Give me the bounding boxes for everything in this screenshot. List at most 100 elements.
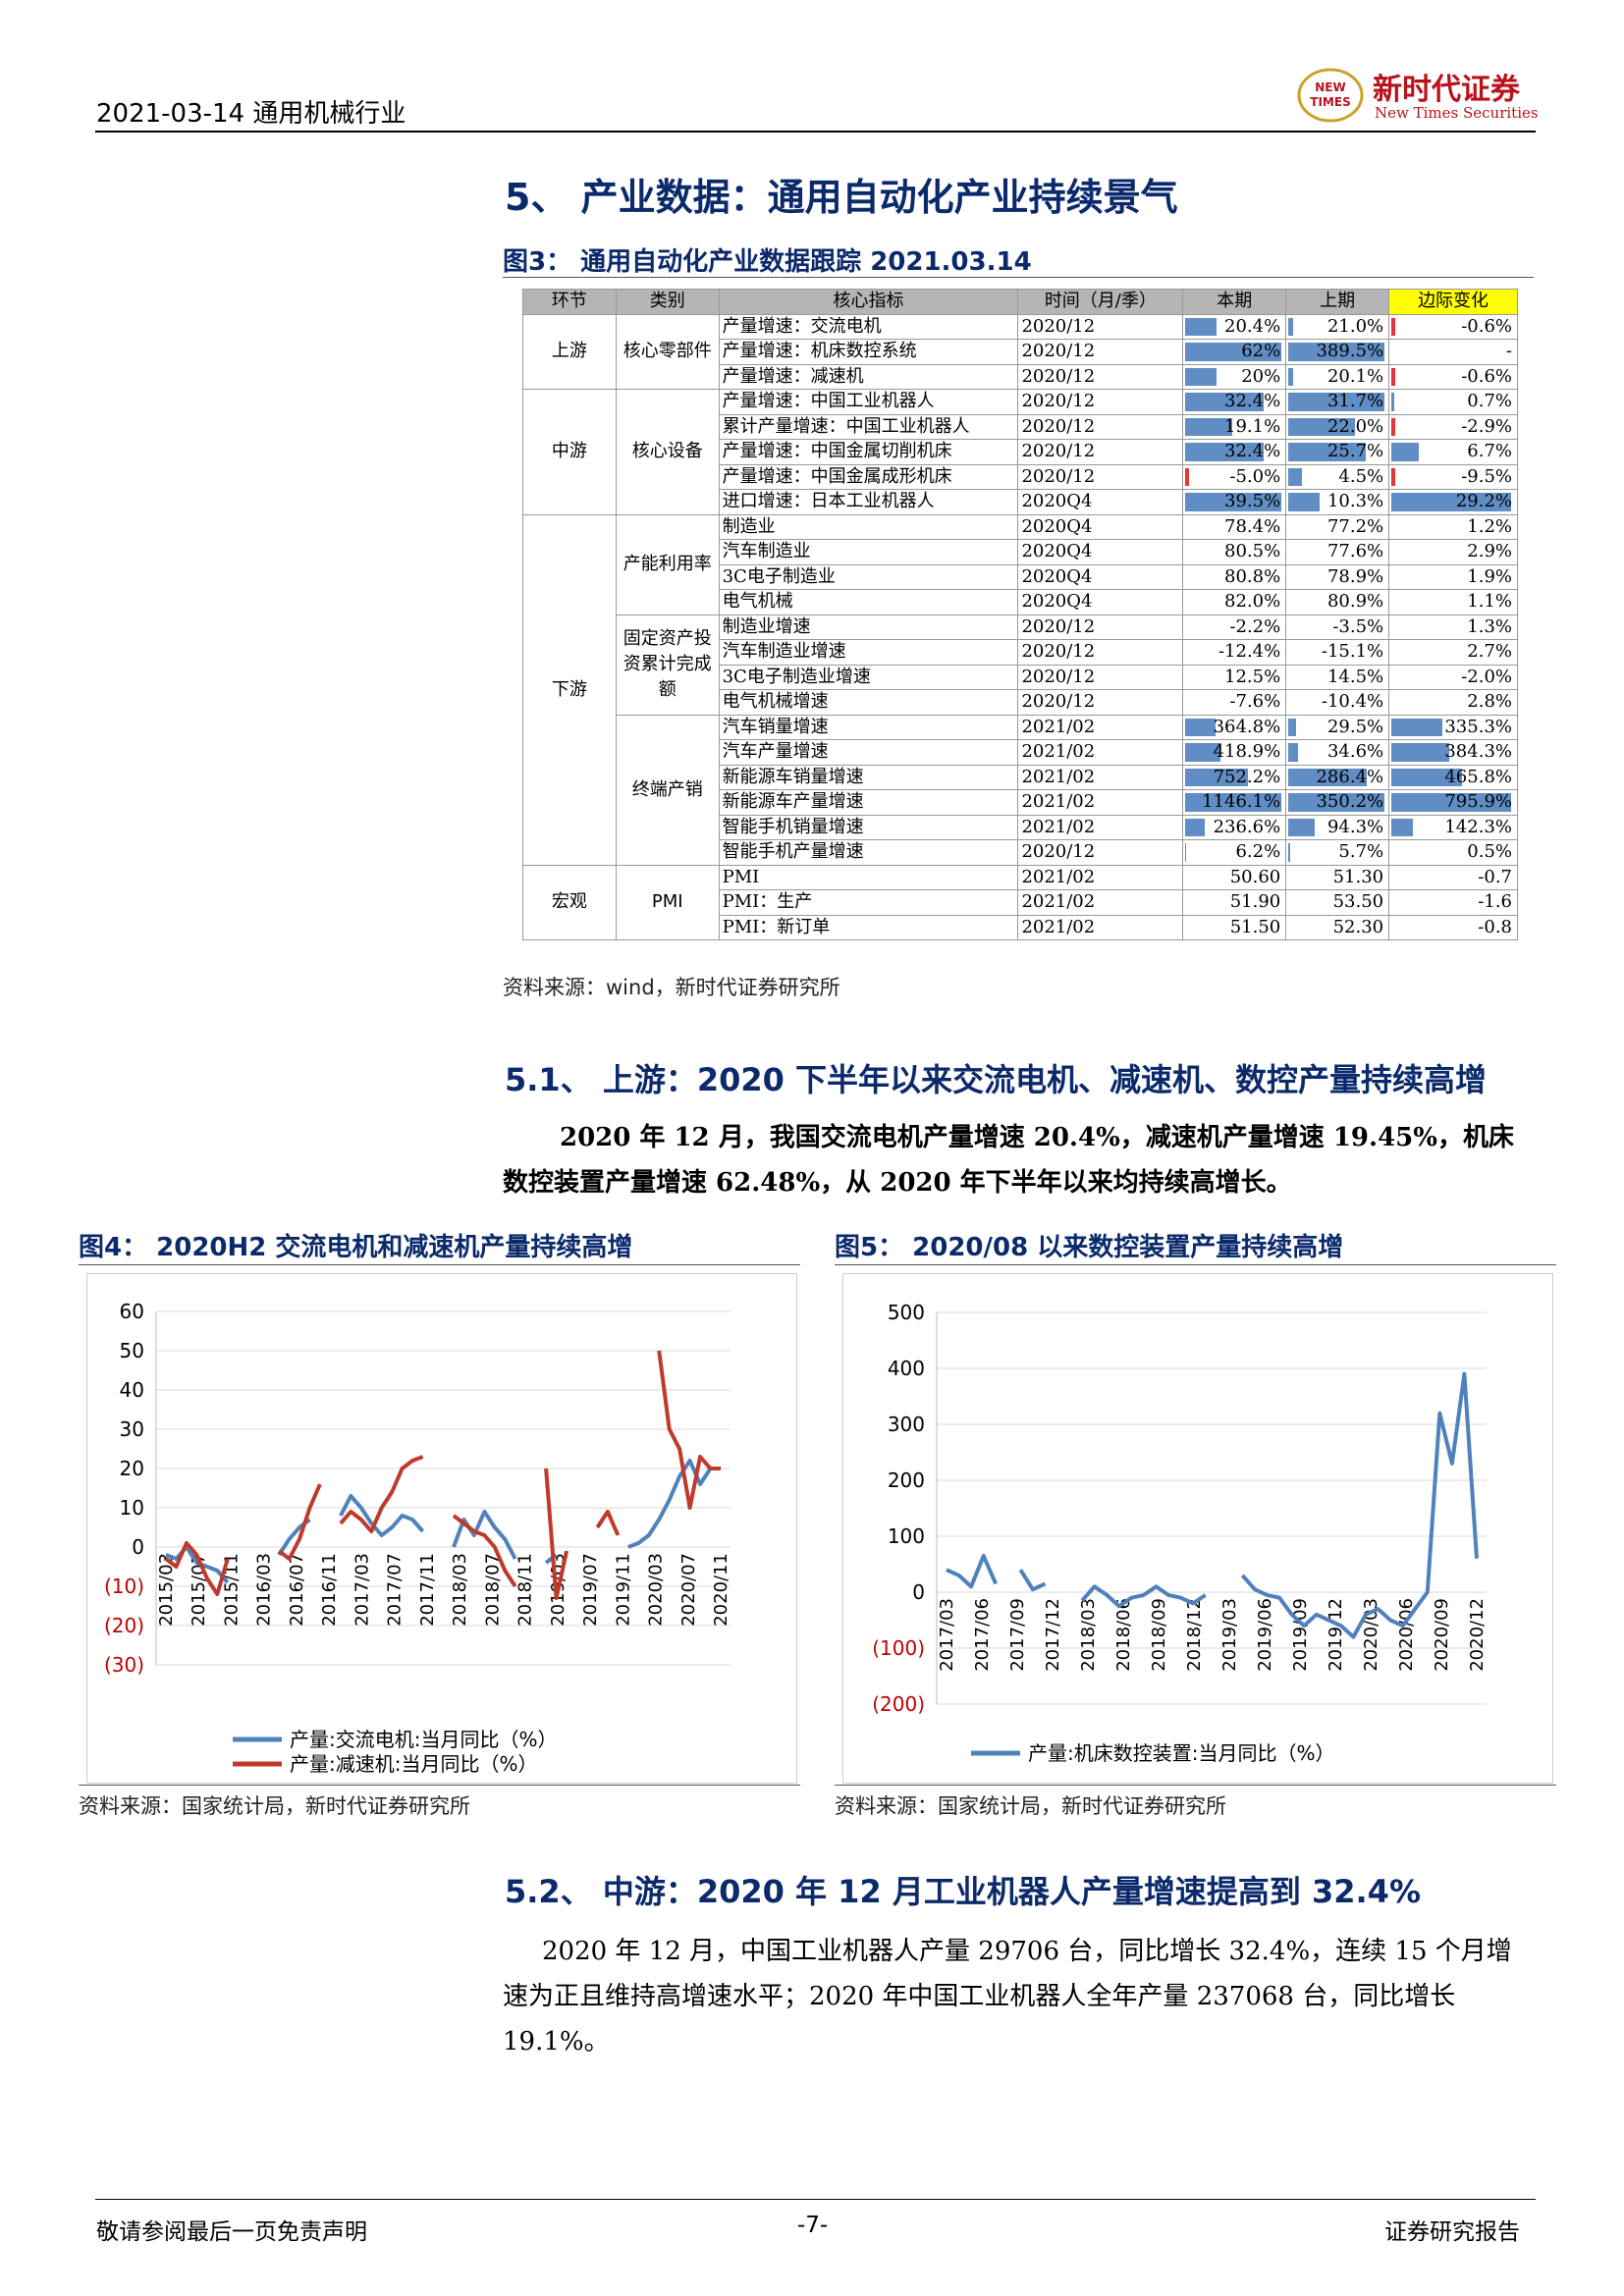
data-bar — [1288, 793, 1384, 812]
cell-change: 384.3% — [1388, 739, 1518, 766]
x-tick-label: 2016/11 — [319, 1553, 340, 1627]
cell-indicator: 汽车产量增速 — [718, 739, 1019, 766]
cell-value: 25.7% — [1326, 441, 1384, 462]
logo-cn: 新时代证券 — [1373, 73, 1520, 107]
cell-value: 51.50 — [1229, 916, 1281, 937]
fig5-chart-frame: 500 400 300 200 100 0 (100) (200) 2017/03 2017/06… — [842, 1273, 1553, 1784]
y-tick-label: (30) — [104, 1653, 144, 1677]
cell-change: -0.6% — [1388, 313, 1518, 340]
cell-value: 6.7% — [1467, 441, 1512, 462]
cell-value: 795.9% — [1444, 791, 1512, 813]
cell-time: 2021/02 — [1017, 714, 1184, 740]
fig3-rule — [503, 277, 1534, 278]
cell-previous: -3.5% — [1285, 614, 1390, 640]
cell-value: 21.0% — [1326, 315, 1384, 337]
cell-previous: 31.7% — [1285, 389, 1390, 415]
cell-value: 32.4% — [1224, 391, 1281, 412]
cell-change: 2.9% — [1388, 539, 1518, 565]
series-line — [595, 1510, 621, 1536]
cell-current: 32.4% — [1182, 389, 1287, 415]
section-52-title: 5.2、 中游：2020 年 12 月工业机器人产量增速提高到 32.4% — [505, 1873, 1422, 1910]
data-bar — [1185, 793, 1281, 812]
footer-page-number: -7- — [797, 2213, 829, 2238]
cell-change: -0.6% — [1388, 363, 1518, 390]
cell-indicator: 产量增速：机床数控系统 — [718, 339, 1019, 365]
fig4-rule — [79, 1264, 800, 1265]
cell-value: -3.5% — [1332, 615, 1384, 637]
data-bar — [1391, 443, 1420, 461]
series-line — [657, 1350, 721, 1510]
cell-change: 0.5% — [1388, 839, 1518, 866]
data-bar — [1391, 417, 1396, 436]
section-5-title: 5、 产业数据：通用自动化产业持续景气 — [505, 176, 1178, 219]
section-51-title: 5.1、 上游：2020 下半年以来交流电机、减速机、数控产量持续高增 — [505, 1061, 1488, 1098]
cell-value: 12.5% — [1224, 666, 1281, 687]
cell-previous: 286.4% — [1285, 764, 1390, 790]
cell-change: 6.7% — [1388, 439, 1518, 465]
cell-indicator: 智能手机产量增速 — [718, 839, 1019, 866]
cell-category: 产能利用率 — [615, 513, 720, 615]
table-row: 电气机械 2020Q4 82.0% 80.9% 1.1% — [523, 589, 1518, 615]
cell-value: -0.6% — [1461, 315, 1512, 337]
cell-value: 2.9% — [1467, 541, 1512, 562]
data-bar — [1288, 743, 1298, 762]
table-row: PMI：生产 2021/02 51.90 53.50 -1.6 — [523, 889, 1518, 916]
cell-indicator: 汽车制造业增速 — [718, 639, 1019, 666]
x-tick-label: 2018/07 — [482, 1553, 503, 1627]
cell-change: 1.9% — [1388, 563, 1518, 590]
data-bar — [1288, 818, 1315, 836]
cell-previous: 350.2% — [1285, 789, 1390, 816]
header-date-title: 2021-03-14 通用机械行业 — [96, 99, 406, 129]
cell-segment: 宏观 — [522, 864, 617, 940]
data-bar — [1185, 467, 1190, 486]
cell-time: 2020/12 — [1017, 363, 1184, 390]
cell-previous: 21.0% — [1285, 313, 1390, 340]
cell-indicator: 智能手机销量增速 — [718, 814, 1019, 840]
footer-disclaimer: 敬请参阅最后一页免责声明 — [96, 2219, 367, 2245]
cell-previous: 389.5% — [1285, 339, 1390, 365]
x-tick-label: 2020/12 — [1467, 1598, 1488, 1672]
table-row: 新能源车产量增速 2021/02 1146.1% 350.2% 795.9% — [523, 789, 1518, 816]
cell-time: 2021/02 — [1017, 789, 1184, 816]
cell-value: -10.4% — [1321, 691, 1384, 713]
cell-previous: 52.30 — [1285, 914, 1390, 940]
cell-indicator: PMI：生产 — [718, 889, 1019, 916]
data-bar — [1391, 393, 1395, 411]
table-row: 宏观 PMI PMI 2021/02 50.60 51.30 -0.7 — [522, 864, 1518, 940]
cell-indicator: 产量增速：中国金属成形机床 — [718, 463, 1019, 490]
cell-indicator: 制造业增速 — [718, 614, 1019, 640]
cell-time: 2020Q4 — [1017, 589, 1184, 615]
cell-current: 19.1% — [1182, 413, 1287, 440]
y-tick-label: (20) — [104, 1614, 144, 1637]
cell-change: -2.0% — [1388, 664, 1518, 690]
cell-indicator: 3C电子制造业增速 — [718, 664, 1019, 690]
legend-label: 产量:减速机:当月同比（%） — [290, 1752, 537, 1776]
y-tick-label: 40 — [120, 1378, 144, 1402]
x-tick-label: 2020/09 — [1432, 1598, 1452, 1672]
cell-current: 51.90 — [1182, 889, 1287, 916]
y-tick-label: 0 — [132, 1535, 144, 1559]
data-bar — [1185, 417, 1232, 436]
cell-time: 2021/02 — [1017, 814, 1184, 840]
cell-indicator: 3C电子制造业 — [718, 563, 1019, 590]
x-tick-label: 2018/06 — [1113, 1598, 1134, 1672]
cell-time: 2020/12 — [1017, 463, 1184, 490]
cell-value: 0.7% — [1467, 391, 1512, 412]
cell-previous: 94.3% — [1285, 814, 1390, 840]
data-bar — [1391, 493, 1512, 511]
cell-indicator: 产量增速：中国金属切削机床 — [718, 439, 1019, 465]
data-bar — [1185, 818, 1206, 836]
cell-value: 78.9% — [1326, 565, 1384, 587]
cell-current: -12.4% — [1182, 639, 1287, 666]
table-row: 中游 核心设备 产量增速：中国工业机器人 2020/12 32.4% 31.7% 0.7% — [522, 389, 1518, 515]
cell-time: 2020/12 — [1017, 439, 1184, 465]
x-tick-label: 2017/07 — [385, 1553, 406, 1627]
th-current: 本期 — [1182, 289, 1287, 315]
data-bar — [1391, 367, 1396, 386]
cell-previous: 22.0% — [1285, 413, 1390, 440]
cell-value: -1.6 — [1478, 891, 1512, 913]
cell-change: -2.9% — [1388, 413, 1518, 440]
table-row: 智能手机产量增速 2020/12 6.2% 5.7% 0.5% — [523, 839, 1518, 866]
legend-label: 产量:交流电机:当月同比（%） — [290, 1728, 557, 1751]
x-tick-label: 2020/11 — [711, 1553, 731, 1627]
